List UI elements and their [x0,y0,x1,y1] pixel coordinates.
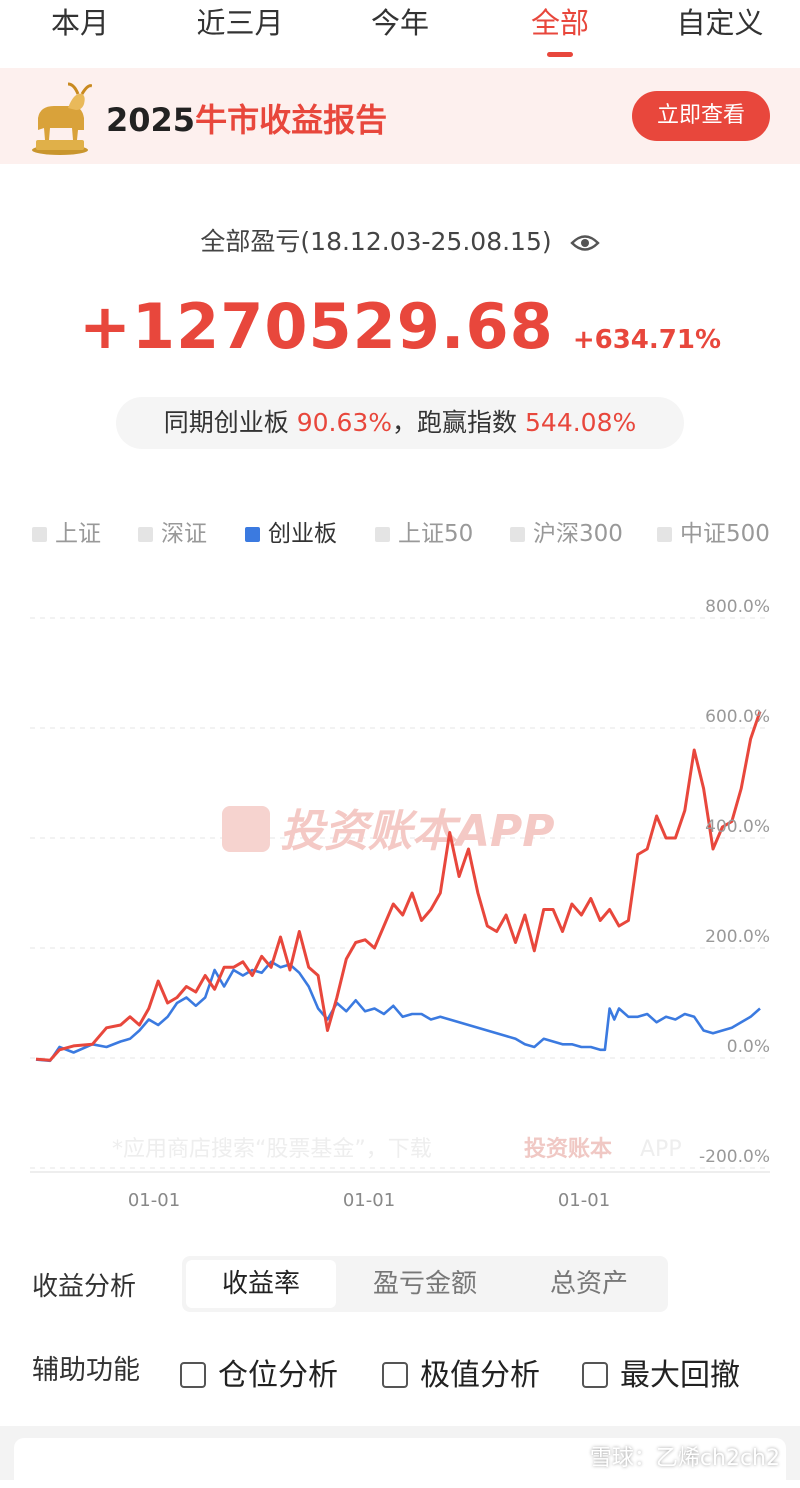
compare-prefix: 同期创业板 [163,408,289,437]
x-tick-label: 01-01 [343,1190,395,1211]
profit-loss-period-label: 全部盈亏(18.12.03-25.08.15) [200,227,552,256]
x-tick-label: 01-01 [128,1190,180,1211]
return-analysis-row: 收益分析 收益率 盈亏金额 总资产 [0,1256,800,1312]
checkbox-box [180,1362,206,1388]
chart-series [35,711,762,1063]
legend-swatch [510,527,525,542]
y-tick-label: -200.0% [699,1147,770,1167]
auxiliary-functions-row: 辅助功能 仓位分析 极值分析 最大回撤 [0,1348,800,1394]
checkbox-label: 极值分析 [420,1358,540,1393]
legend-label: 中证500 [680,521,770,547]
benchmark-return: 90.63% [296,408,393,437]
tab-active-indicator [547,52,573,57]
profit-loss-percent: +634.71% [572,325,722,355]
index-legend: 上证 深证 创业板 上证50 沪深300 中证500 [0,518,800,550]
legend-csi500[interactable]: 中证500 [657,518,770,550]
checkbox-box [582,1362,608,1388]
legend-sse50[interactable]: 上证50 [375,518,473,550]
checkbox-label: 仓位分析 [218,1358,338,1393]
legend-label: 上证50 [398,521,474,547]
legend-chinext[interactable]: 创业板 [245,518,337,550]
legend-swatch [245,527,260,542]
tab-all[interactable]: 全部 [480,0,640,66]
y-tick-label: 600.0% [705,707,770,727]
banner-year: 2025 [106,101,196,139]
segment-return-rate[interactable]: 收益率 [186,1260,336,1308]
auxiliary-functions-label: 辅助功能 [32,1355,140,1386]
analysis-segmented-control: 收益率 盈亏金额 总资产 [182,1256,668,1312]
banner-title: 2025牛市收益报告 [106,95,387,141]
portfolio-return-line [35,711,762,1062]
legend-swatch [138,527,153,542]
legend-shanghai[interactable]: 上证 [32,518,101,550]
x-tick-label: 01-01 [558,1190,610,1211]
legend-swatch [375,527,390,542]
compare-separator: ，跑赢指数 [392,408,518,437]
position-analysis-checkbox[interactable]: 仓位分析 [180,1350,338,1394]
chinext-return-line [35,960,761,1063]
segment-total-assets[interactable]: 总资产 [549,1269,628,1299]
profit-loss-values: +1270529.68 +634.71% [0,290,800,363]
watermark-note: *应用商店搜索“股票基金”，下载 [112,1137,432,1162]
watermark-note-brand: 投资账本 [524,1137,612,1162]
legend-csi300[interactable]: 沪深300 [510,518,623,550]
x-axis-ticks: 01-01 01-01 01-01 [128,1190,610,1211]
extreme-value-analysis-checkbox[interactable]: 极值分析 [382,1350,540,1394]
view-now-button[interactable]: 立即查看 [632,91,770,141]
legend-label: 创业板 [268,521,337,547]
profit-loss-title: 全部盈亏(18.12.03-25.08.15) [0,222,800,258]
legend-label: 深证 [161,521,207,547]
chart-grid [30,617,770,1169]
checkbox-label: 最大回撤 [620,1358,740,1393]
tab-all-label: 全部 [530,6,589,40]
return-chart[interactable]: 投资账本APP *应用商店搜索“股票基金”，下载 投资账本 APP 800.0%… [0,590,800,1220]
return-analysis-label: 收益分析 [32,1272,137,1302]
y-tick-label: 200.0% [705,927,770,947]
max-drawdown-checkbox[interactable]: 最大回撤 [582,1350,740,1394]
legend-label: 上证 [55,521,101,547]
banner-title-text: 牛市收益报告 [195,101,388,139]
xueqiu-credit: 雪球：乙烯ch2ch2 [589,1446,780,1471]
profit-loss-amount: +1270529.68 [78,290,554,363]
period-tabs: 本月 近三月 今年 全部 自定义 [0,0,800,66]
watermark: 投资账本APP *应用商店搜索“股票基金”，下载 投资账本 APP [112,806,682,1162]
benchmark-comparison: 同期创业板 90.63%，跑赢指数 544.08% [116,397,684,449]
segment-profit-amount[interactable]: 盈亏金额 [372,1269,477,1299]
watermark-logo-icon [222,806,270,852]
watermark-brand: 投资账本APP [280,806,555,857]
tab-last-three-months[interactable]: 近三月 [196,6,284,40]
bull-market-report-banner[interactable]: 2025牛市收益报告 立即查看 [0,68,800,164]
tab-custom[interactable]: 自定义 [676,6,764,40]
outperform-value: 544.08% [525,408,637,437]
tab-this-month[interactable]: 本月 [50,6,109,40]
y-tick-label: 400.0% [705,817,770,837]
y-axis-ticks: 800.0% 600.0% 400.0% 200.0% 0.0% -200.0% [699,597,770,1167]
legend-swatch [657,527,672,542]
y-tick-label: 0.0% [727,1037,770,1057]
watermark-note-app: APP [640,1137,682,1162]
legend-label: 沪深300 [533,521,623,547]
y-tick-label: 800.0% [705,597,770,617]
tab-this-year[interactable]: 今年 [370,6,429,40]
eye-icon[interactable] [569,232,600,254]
legend-swatch [32,527,47,542]
checkbox-box [382,1362,408,1388]
legend-shenzhen[interactable]: 深证 [138,518,207,550]
golden-bull-icon [32,82,92,155]
